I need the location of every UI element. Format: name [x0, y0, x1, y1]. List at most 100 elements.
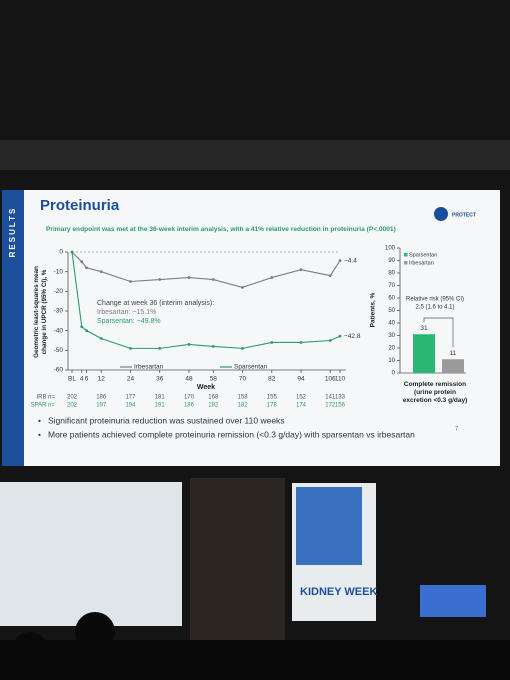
event-sign: KIDNEY WEEK	[300, 586, 377, 598]
data-label: 31	[420, 325, 428, 332]
n-value: 197	[96, 403, 107, 409]
annotation: Irbesartan: −15.1%	[97, 309, 156, 316]
y-tick-label: 10	[388, 358, 395, 364]
legend-label: Irbesartan	[409, 260, 434, 266]
n-value: 202	[67, 395, 78, 401]
truss	[0, 140, 510, 170]
annotation: Change at week 36 (interim analysis):	[97, 300, 214, 307]
side-screen	[0, 482, 182, 626]
point	[211, 345, 215, 348]
slide-title: Proteinuria	[40, 197, 120, 214]
x-tick-label: 48	[185, 376, 193, 383]
section-label: RESULTS	[8, 207, 17, 258]
point	[99, 270, 103, 274]
point	[270, 341, 274, 344]
n-value: 186	[96, 395, 107, 401]
y-tick-label: 0	[392, 371, 396, 377]
x-tick-label: 58	[210, 376, 218, 383]
x-tick-label: 4	[80, 376, 84, 383]
point	[187, 343, 191, 346]
y-axis-label: Geometric least-squares meanchange in UP…	[33, 266, 48, 358]
bullet-text: Significant proteinuria reduction was su…	[48, 415, 285, 425]
y-tick-label: -10	[54, 268, 64, 275]
point	[158, 278, 162, 281]
x-axis-label: Complete remission (urine protein excretio…	[403, 381, 468, 404]
x-axis-label: Week	[197, 384, 215, 391]
annotation: 2.5 (1.6 to 4.1)	[415, 305, 454, 311]
x-tick-label: 12	[98, 376, 106, 383]
n-value: 152	[296, 395, 307, 401]
point	[80, 325, 84, 329]
point	[338, 334, 342, 338]
bracket	[423, 317, 454, 348]
y-tick-label: 70	[388, 283, 395, 289]
sign-board	[420, 585, 486, 617]
x-tick-label: 110	[335, 376, 346, 383]
x-tick-label: BL	[68, 376, 76, 383]
n-value: 156	[335, 403, 346, 409]
x-tick-label: 106	[325, 376, 336, 383]
n-value: 155	[267, 395, 278, 401]
x-tick-label: 94	[297, 376, 305, 383]
point	[328, 274, 332, 277]
y-tick-label: -20	[54, 288, 64, 295]
annotation: Relative risk (95% CI)	[406, 297, 464, 303]
point	[129, 346, 132, 350]
n-value: 158	[238, 395, 249, 401]
legend-label: Sparsentan	[234, 364, 268, 371]
bullet: •	[38, 415, 41, 425]
n-value: 133	[335, 395, 346, 401]
bullet-text: More patients achieved complete proteinu…	[48, 429, 415, 439]
y-axis-label-line: change in UPCR (95% CI), %	[41, 269, 48, 354]
section-bar	[2, 190, 24, 466]
y-tick-label: -40	[54, 327, 64, 334]
point	[85, 329, 89, 333]
y-tick-label: 100	[385, 246, 396, 252]
y-tick-label: 60	[388, 296, 395, 302]
slide	[2, 190, 500, 466]
x-tick-label: 6	[85, 376, 89, 383]
point	[158, 346, 162, 350]
logo-mark	[434, 207, 448, 221]
y-tick-label: -60	[54, 367, 64, 374]
logo-text: PROTECT	[452, 212, 476, 218]
x-tick-label: 24	[127, 376, 135, 383]
point	[241, 346, 244, 350]
point	[241, 286, 244, 289]
legend-label: Irbesartan	[134, 364, 164, 371]
data-label: −4.4	[344, 257, 357, 264]
n-value: 174	[296, 403, 307, 409]
x-axis-label-line: excretion <0.3 g/day)	[403, 397, 468, 404]
n-row-label: IRB n=	[36, 395, 55, 401]
legend-swatch	[404, 253, 408, 257]
x-axis-label-line: Complete remission	[404, 381, 466, 388]
bar	[413, 334, 435, 373]
point	[299, 341, 303, 344]
y-axis-label: Patients, %	[370, 292, 377, 327]
y-tick-label: 90	[388, 258, 395, 264]
n-value: 191	[155, 403, 166, 409]
page-number: 7	[455, 427, 459, 433]
y-tick-label: 40	[388, 321, 395, 327]
y-tick-label: 20	[388, 346, 395, 352]
legend-swatch	[404, 261, 408, 265]
n-value: 194	[125, 403, 136, 409]
bullet: •	[38, 429, 41, 439]
y-tick-label: 30	[388, 333, 395, 339]
n-value: 141	[325, 395, 336, 401]
n-value: 182	[238, 403, 249, 409]
y-tick-label: -30	[54, 308, 64, 315]
n-value: 202	[67, 403, 78, 409]
x-tick-label: 70	[239, 376, 247, 383]
n-value: 178	[267, 403, 278, 409]
point	[187, 276, 191, 279]
n-value: 182	[208, 403, 219, 409]
legend-label: Sparsentan	[409, 252, 437, 258]
point	[129, 280, 132, 283]
x-tick-label: 36	[156, 376, 164, 383]
y-axis-label-line: Geometric least-squares mean	[33, 266, 40, 358]
point	[299, 268, 303, 272]
y-tick-label: 80	[388, 271, 395, 277]
